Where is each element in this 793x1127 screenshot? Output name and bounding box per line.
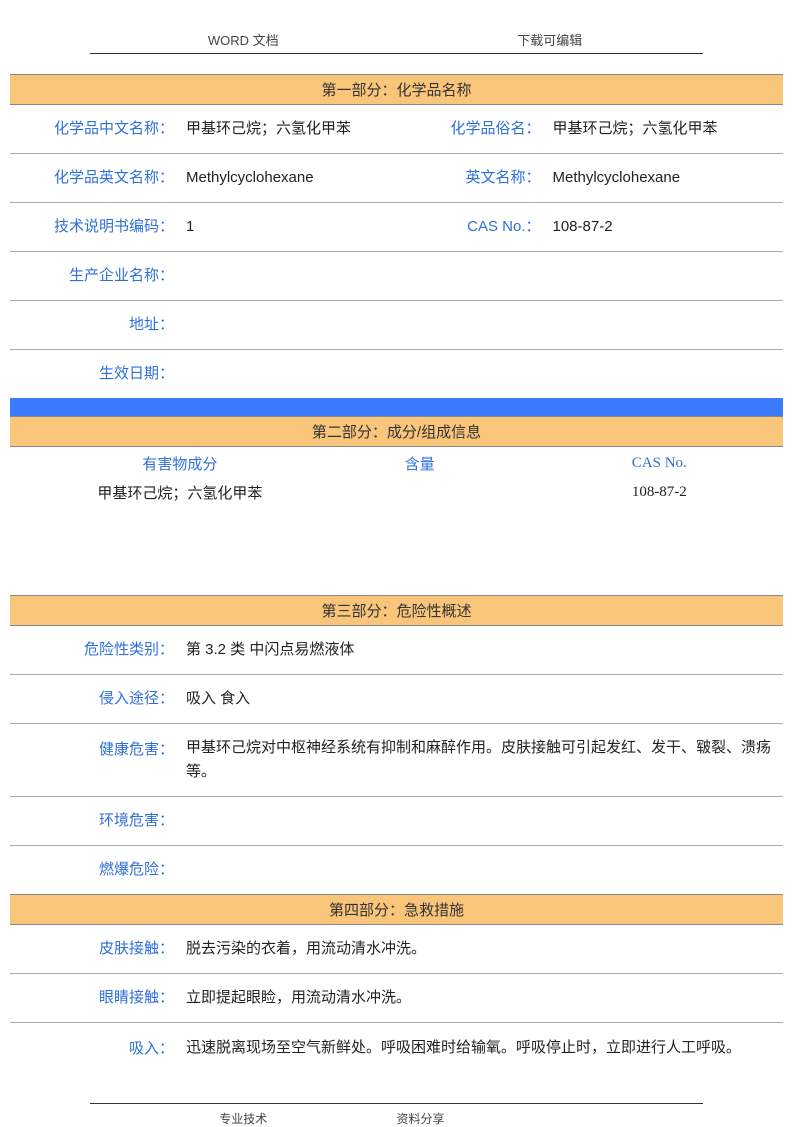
table-row: 吸入： 迅速脱离现场至空气新鲜处。呼吸困难时给输氧。呼吸停止时，立即进行人工呼吸… [10, 1023, 783, 1074]
value-fire [180, 846, 783, 895]
label-route: 侵入途径： [10, 675, 180, 724]
table-row: 眼睛接触： 立即提起眼睑，用流动清水冲洗。 [10, 974, 783, 1023]
label-inhale: 吸入： [10, 1023, 180, 1074]
value-inhale: 迅速脱离现场至空气新鲜处。呼吸困难时给输氧。呼吸停止时，立即进行人工呼吸。 [180, 1023, 783, 1074]
section2-header: 第二部分：成分/组成信息 [10, 416, 783, 447]
table-header-row: 有害物成分 含量 CAS No. [10, 447, 783, 480]
col-header-1: 有害物成分 [10, 447, 304, 480]
comp-name: 甲基环己烷；六氢化甲苯 [10, 480, 304, 505]
table-row: 侵入途径： 吸入 食入 [10, 675, 783, 724]
footer-left: 专业技术 [90, 1110, 397, 1127]
value-effective [180, 350, 783, 399]
value-tech-code: 1 [180, 203, 417, 252]
comp-cas: 108-87-2 [536, 480, 783, 505]
label-skin: 皮肤接触： [10, 925, 180, 974]
table-row: 危险性类别： 第 3.2 类 中闪点易燃液体 [10, 626, 783, 675]
value-route: 吸入 食入 [180, 675, 783, 724]
label-env: 环境危害： [10, 797, 180, 846]
comp-amount [304, 480, 536, 505]
value-address [180, 301, 783, 350]
section3-header: 第三部分：危险性概述 [10, 595, 783, 626]
table-row: 化学品英文名称： Methylcyclohexane 英文名称： Methylc… [10, 154, 783, 203]
section4-header: 第四部分：急救措施 [10, 894, 783, 925]
label-health: 健康危害： [10, 724, 180, 797]
header-left: WORD 文档 [90, 30, 397, 49]
table-row: 技术说明书编码： 1 CAS No.： 108-87-2 [10, 203, 783, 252]
value-cas: 108-87-2 [547, 203, 784, 252]
page-footer: 专业技术 资料分享 [90, 1103, 703, 1127]
label-en: 英文名称： [417, 154, 547, 203]
label-producer: 生产企业名称： [10, 252, 180, 301]
value-skin: 脱去污染的衣着，用流动清水冲洗。 [180, 925, 783, 974]
value-producer [180, 252, 783, 301]
section2-table: 有害物成分 含量 CAS No. 甲基环己烷；六氢化甲苯 108-87-2 [10, 447, 783, 505]
table-row: 地址： [10, 301, 783, 350]
value-health: 甲基环己烷对中枢神经系统有抑制和麻醉作用。皮肤接触可引起发红、发干、皲裂、溃疡等… [180, 724, 783, 797]
label-fire: 燃爆危险： [10, 846, 180, 895]
table-row: 健康危害： 甲基环己烷对中枢神经系统有抑制和麻醉作用。皮肤接触可引起发红、发干、… [10, 724, 783, 797]
page-container: WORD 文档 下载可编辑 第一部分：化学品名称 化学品中文名称： 甲基环己烷；… [0, 0, 793, 1127]
table-row: 环境危害： [10, 797, 783, 846]
col-header-3: CAS No. [536, 447, 783, 480]
label-effective: 生效日期： [10, 350, 180, 399]
table-row: 化学品中文名称： 甲基环己烷；六氢化甲苯 化学品俗名： 甲基环己烷；六氢化甲苯 [10, 105, 783, 154]
section1-table: 化学品中文名称： 甲基环己烷；六氢化甲苯 化学品俗名： 甲基环己烷；六氢化甲苯 … [10, 105, 783, 398]
label-cn-name: 化学品中文名称： [10, 105, 180, 154]
value-common: 甲基环己烷；六氢化甲苯 [547, 105, 784, 154]
table-row: 燃爆危险： [10, 846, 783, 895]
table-row: 甲基环己烷；六氢化甲苯 108-87-2 [10, 480, 783, 505]
label-tech-code: 技术说明书编码： [10, 203, 180, 252]
footer-right: 资料分享 [397, 1110, 704, 1127]
label-cas: CAS No.： [417, 203, 547, 252]
table-row: 生产企业名称： [10, 252, 783, 301]
label-eye: 眼睛接触： [10, 974, 180, 1023]
value-cn-name: 甲基环己烷；六氢化甲苯 [180, 105, 417, 154]
value-env [180, 797, 783, 846]
label-category: 危险性类别： [10, 626, 180, 675]
value-en: Methylcyclohexane [547, 154, 784, 203]
spacer [0, 505, 793, 595]
page-header: WORD 文档 下载可编辑 [90, 0, 703, 54]
value-category: 第 3.2 类 中闪点易燃液体 [180, 626, 783, 675]
label-address: 地址： [10, 301, 180, 350]
value-eye: 立即提起眼睑，用流动清水冲洗。 [180, 974, 783, 1023]
table-row: 生效日期： [10, 350, 783, 399]
label-en-name: 化学品英文名称： [10, 154, 180, 203]
label-common: 化学品俗名： [417, 105, 547, 154]
section1-header: 第一部分：化学品名称 [10, 74, 783, 105]
header-right: 下载可编辑 [397, 30, 704, 49]
section3-table: 危险性类别： 第 3.2 类 中闪点易燃液体 侵入途径： 吸入 食入 健康危害：… [10, 626, 783, 894]
section4-table: 皮肤接触： 脱去污染的衣着，用流动清水冲洗。 眼睛接触： 立即提起眼睑，用流动清… [10, 925, 783, 1073]
blue-separator [10, 398, 783, 416]
value-en-name: Methylcyclohexane [180, 154, 417, 203]
col-header-2: 含量 [304, 447, 536, 480]
table-row: 皮肤接触： 脱去污染的衣着，用流动清水冲洗。 [10, 925, 783, 974]
